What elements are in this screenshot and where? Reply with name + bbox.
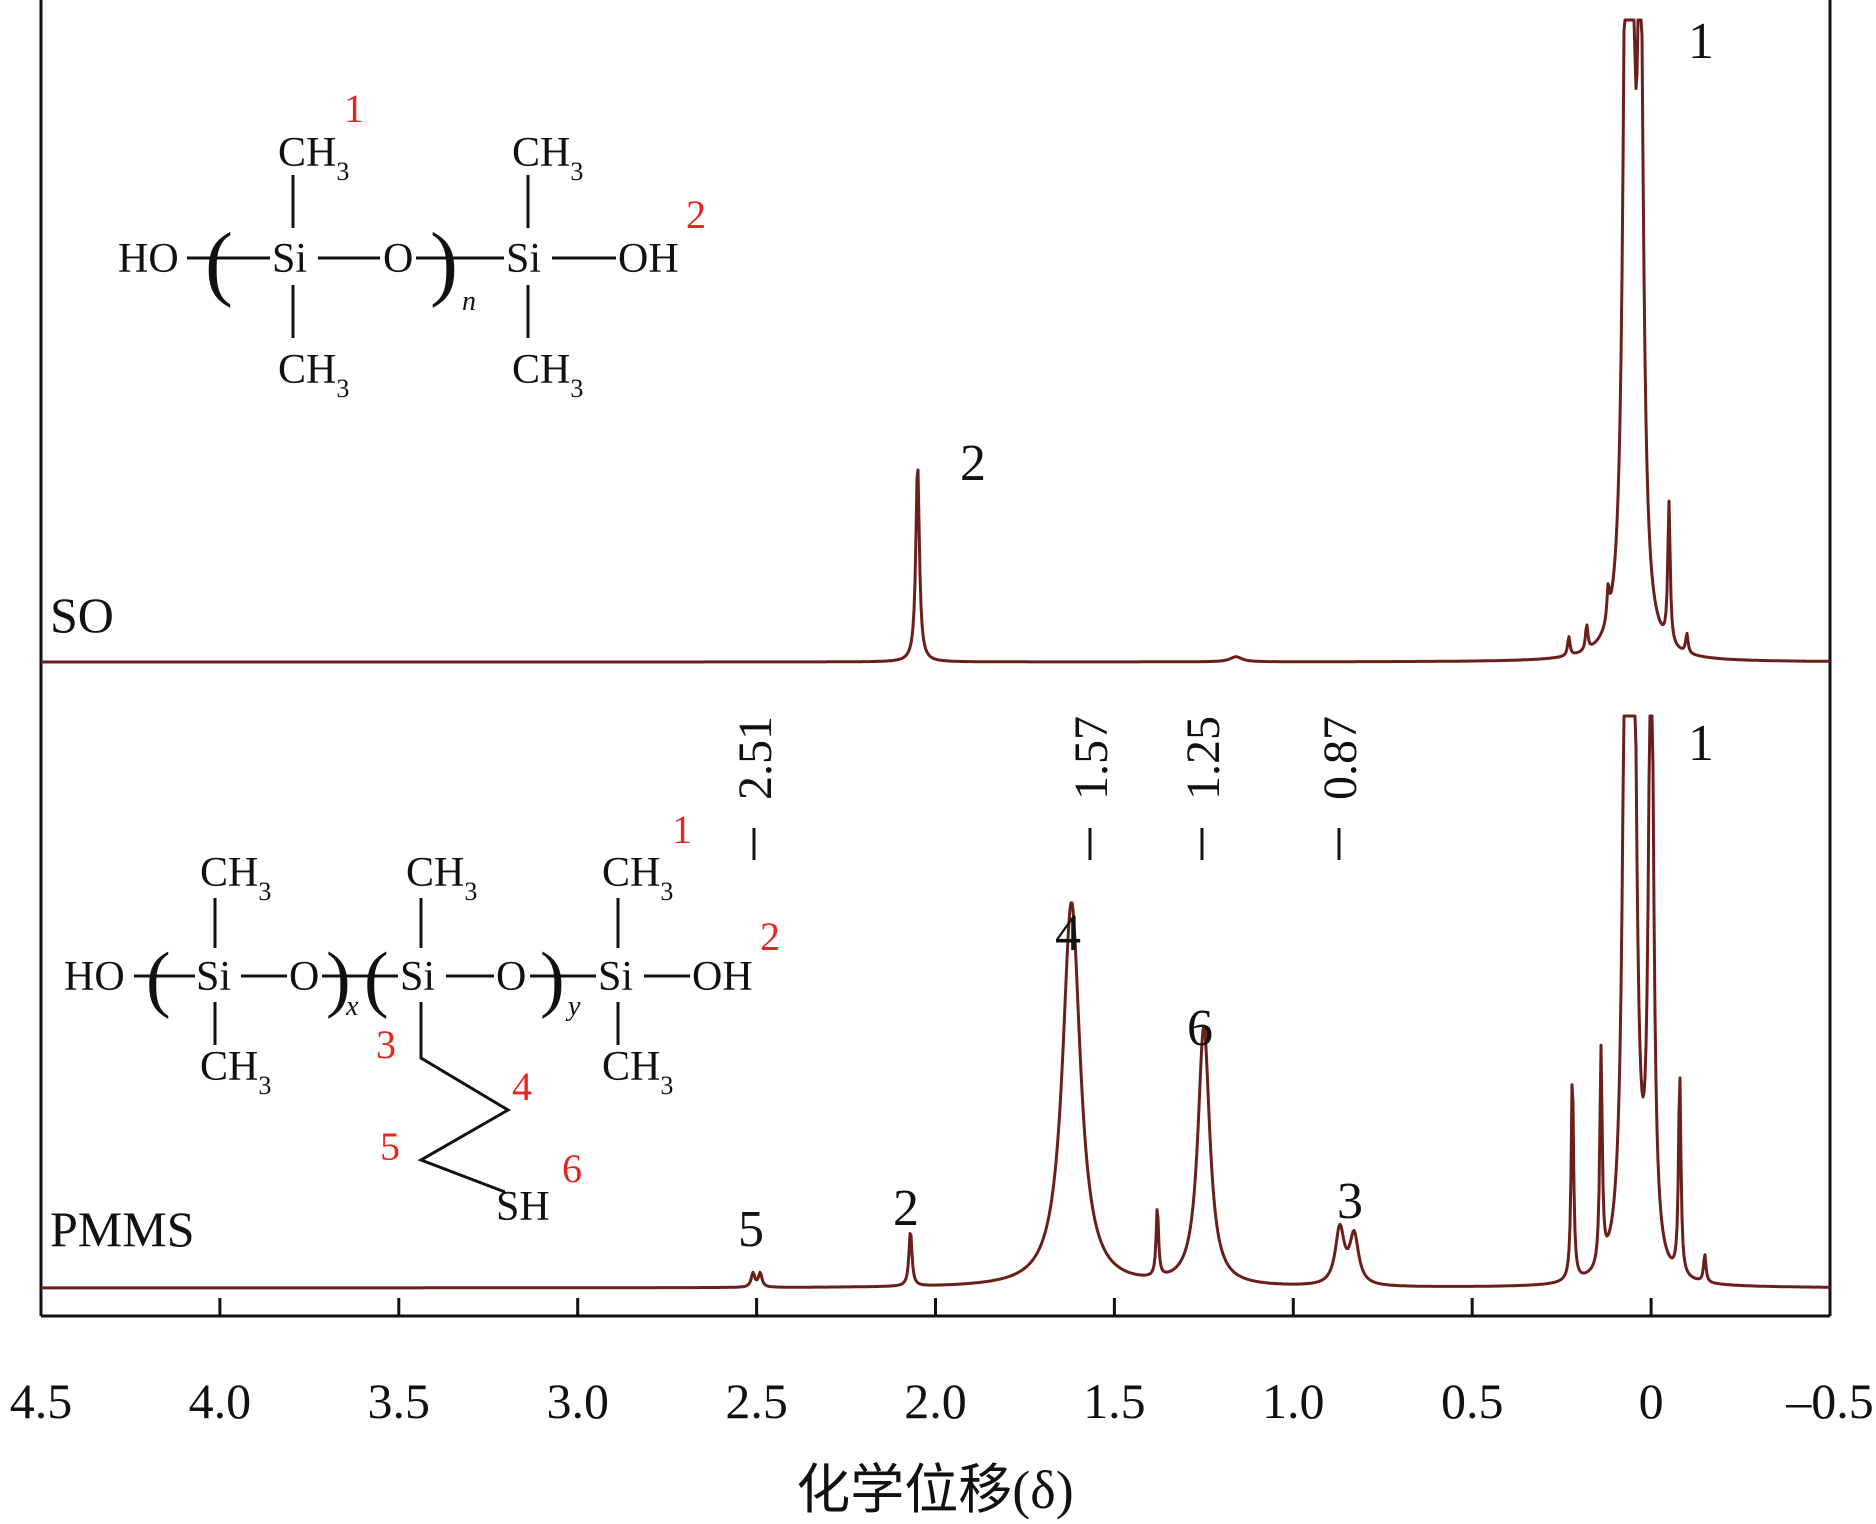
pmms-num4: 4 bbox=[512, 1064, 532, 1109]
shift-label-2-51: 2.51 bbox=[729, 716, 782, 800]
shift-label-0-87: 0.87 bbox=[1314, 716, 1367, 800]
peak-label-pmms-3: 3 bbox=[1337, 1173, 1363, 1230]
pmms-num5: 5 bbox=[380, 1124, 400, 1169]
pmms-num1: 1 bbox=[672, 807, 692, 852]
so-structure: HO ( Si O ) n Si OH 2 CH3 1 CH3 CH3 CH3 bbox=[118, 86, 706, 403]
x-tick-label: 4.5 bbox=[10, 1373, 73, 1429]
pmms-ho: HO bbox=[64, 954, 125, 1000]
peak-label-pmms-2: 2 bbox=[893, 1180, 919, 1237]
x-tick-label: 2.5 bbox=[725, 1373, 788, 1429]
pmms-num3: 3 bbox=[376, 1022, 396, 1067]
spectrum-pmms bbox=[40, 714, 1831, 1290]
pmms-si2: Si bbox=[400, 954, 435, 1000]
x-tick-label: 0.5 bbox=[1441, 1373, 1504, 1429]
pmms-num2: 2 bbox=[760, 914, 780, 959]
so-ch3-top-left: CH3 bbox=[278, 130, 349, 186]
so-ch3-top-right: CH3 bbox=[512, 130, 583, 186]
x-tick-label: 3.0 bbox=[546, 1373, 609, 1429]
x-tick-label: –0.5 bbox=[1785, 1373, 1874, 1429]
peak-label-so-2: 2 bbox=[960, 435, 986, 492]
sample-label-so: SO bbox=[50, 587, 114, 643]
spectrum-so bbox=[40, 18, 1831, 664]
so-si1: Si bbox=[272, 236, 307, 282]
pmms-o1: O bbox=[289, 954, 319, 1000]
x-tick-label: 3.5 bbox=[368, 1373, 431, 1429]
pmms-ch3-left-bottom: CH3 bbox=[200, 1044, 271, 1100]
pmms-si3: Si bbox=[598, 954, 633, 1000]
shift-label-1-57: 1.57 bbox=[1065, 716, 1118, 800]
pmms-si1: Si bbox=[196, 954, 231, 1000]
so-num1: 1 bbox=[344, 86, 364, 131]
x-axis-ticks bbox=[39, 1298, 1832, 1316]
x-tick-label: 2.0 bbox=[904, 1373, 967, 1429]
x-tick-label: 1.0 bbox=[1262, 1373, 1325, 1429]
pmms-ch3-right-top: CH3 bbox=[602, 850, 673, 906]
shift-label-1-25: 1.25 bbox=[1177, 716, 1230, 800]
so-num2: 2 bbox=[686, 192, 706, 237]
so-paren-right: ) bbox=[430, 216, 458, 309]
so-paren-left: ( bbox=[205, 216, 233, 309]
so-ch3-bottom-left: CH3 bbox=[278, 347, 349, 403]
so-ch3-bottom-right: CH3 bbox=[512, 347, 583, 403]
pmms-paren-left-y: ( bbox=[364, 938, 389, 1020]
pmms-o2: O bbox=[496, 954, 526, 1000]
sample-label-pmms: PMMS bbox=[50, 1201, 195, 1257]
pmms-paren-right-y: ) bbox=[540, 938, 565, 1020]
peak-label-pmms-1: 1 bbox=[1688, 715, 1714, 772]
so-ho: HO bbox=[118, 236, 179, 282]
pmms-x: x bbox=[345, 991, 359, 1022]
pmms-sh: SH bbox=[496, 1184, 550, 1230]
x-axis-title: 化学位移(δ) bbox=[796, 1460, 1073, 1520]
pmms-oh: OH bbox=[692, 954, 753, 1000]
peak-label-pmms-6: 6 bbox=[1187, 1000, 1213, 1057]
pmms-y: y bbox=[565, 991, 581, 1022]
pmms-propyl-chain bbox=[417, 1002, 511, 1194]
peak-label-so-1: 1 bbox=[1688, 13, 1714, 70]
chemical-shift-annotations: 2.51 1.57 1.25 0.87 bbox=[729, 716, 1367, 860]
x-tick-label: 4.0 bbox=[189, 1373, 252, 1429]
peak-label-pmms-5: 5 bbox=[738, 1201, 764, 1258]
pmms-num6: 6 bbox=[562, 1146, 582, 1191]
x-axis-tick-labels: 4.5 4.0 3.5 3.0 2.5 2.0 1.5 1.0 0.5 0 –0.5 bbox=[10, 1373, 1874, 1429]
peak-label-pmms-4: 4 bbox=[1055, 905, 1081, 962]
so-si2: Si bbox=[506, 236, 541, 282]
x-tick-label: 1.5 bbox=[1083, 1373, 1146, 1429]
pmms-ch3-right-bottom: CH3 bbox=[602, 1044, 673, 1100]
so-oh: OH bbox=[618, 236, 679, 282]
pmms-structure: HO ( Si O ) x ( Si O ) y Si OH 2 CH3 CH3… bbox=[64, 807, 780, 1230]
pmms-paren-right-x: ) bbox=[326, 938, 351, 1020]
pmms-ch3-mid-top: CH3 bbox=[406, 850, 477, 906]
pmms-paren-left-x: ( bbox=[146, 938, 171, 1020]
pmms-ch3-left-top: CH3 bbox=[200, 850, 271, 906]
so-o: O bbox=[383, 236, 413, 282]
so-n: n bbox=[462, 286, 476, 317]
x-tick-label: 0 bbox=[1639, 1373, 1664, 1429]
